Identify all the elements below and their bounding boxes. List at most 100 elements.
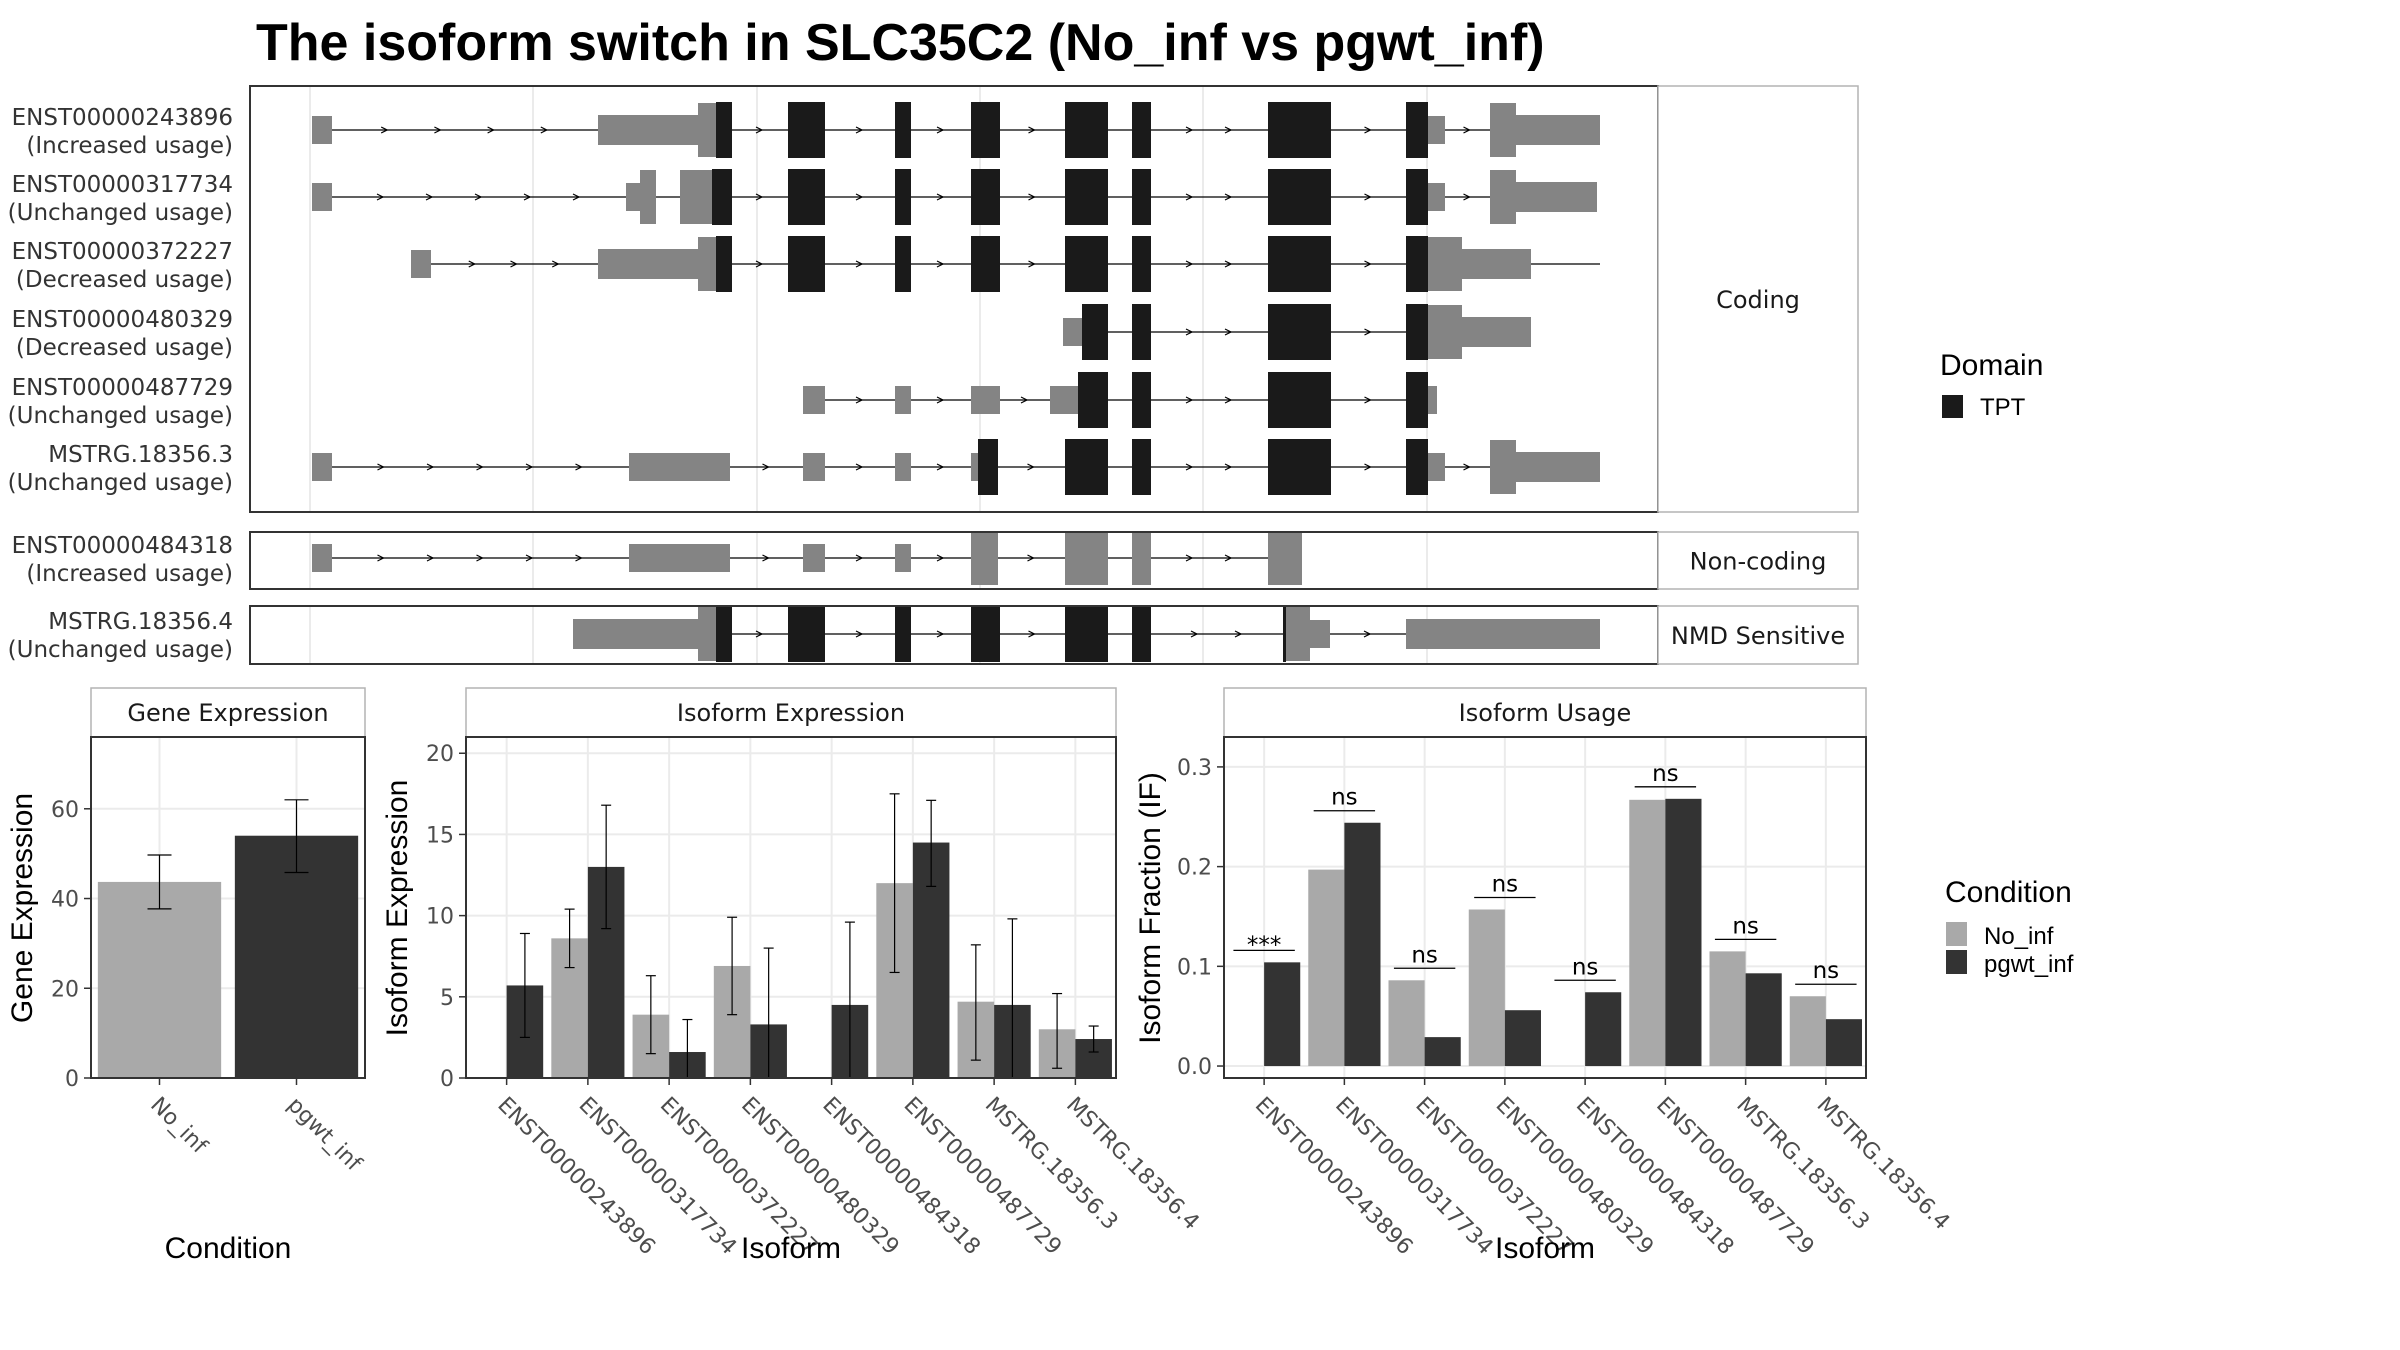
domain-block-tpt (788, 102, 825, 158)
isoform-usage-label: (Increased usage) (26, 133, 233, 159)
exon-block (803, 453, 825, 481)
intron-direction-arrow (855, 630, 864, 638)
chart-panel-border (90, 736, 366, 1079)
domain-block-tpt (1132, 102, 1151, 158)
domain-legend-title: Domain (1940, 349, 2043, 382)
bar-No_inf (1388, 980, 1425, 1067)
domain-block-tpt (1132, 606, 1151, 662)
y-tick-label: 0 (65, 1067, 79, 1092)
x-tick-label: ENST00000487729 (899, 1093, 1066, 1260)
bar-pgwt_inf (1585, 992, 1622, 1067)
exon-block (312, 183, 332, 211)
domain-block-tpt (1132, 372, 1151, 428)
intron-direction-arrow (1224, 260, 1233, 268)
isoform-usage-label: (Unchanged usage) (8, 200, 233, 226)
intron-direction-arrow (377, 463, 385, 471)
domain-block-tpt (1132, 304, 1151, 360)
domain-block-tpt (716, 102, 732, 158)
domain-block-tpt (1406, 372, 1428, 428)
exon-block (1132, 531, 1151, 585)
structure-facet-strip (1657, 531, 1859, 590)
exon-block (1310, 620, 1330, 648)
y-axis-title: Gene Expression (6, 793, 39, 1023)
y-tick-label: 10 (426, 905, 454, 930)
exon-block (1490, 170, 1516, 224)
x-axis-title: Condition (165, 1232, 292, 1265)
structure-panel-bg (250, 86, 1658, 512)
intron-direction-arrow (1028, 126, 1036, 134)
domain-legend: Domain TPT (1940, 349, 2043, 421)
exon-block (803, 386, 825, 414)
exon-block (698, 237, 716, 291)
intron-direction-arrow (525, 463, 534, 471)
domain-block-tpt (1065, 439, 1108, 495)
intron-direction-arrow (755, 193, 764, 201)
exon-block (895, 386, 911, 414)
intron-direction-arrow (1224, 463, 1233, 471)
condition-legend-title: Condition (1945, 876, 2072, 909)
y-tick-label: 0.2 (1177, 856, 1212, 881)
intron-direction-arrow (1463, 193, 1471, 201)
intron-direction-arrow (1028, 630, 1036, 638)
bar-pgwt_inf (1504, 1010, 1541, 1067)
intron-direction-arrow (1224, 328, 1233, 336)
domain-block-tpt (895, 169, 911, 225)
x-tick-label: ENST00000484318 (817, 1093, 984, 1260)
intron-direction-arrow (1185, 554, 1194, 562)
intron-direction-arrow (855, 554, 864, 562)
intron-direction-arrow (936, 463, 945, 471)
domain-block-tpt (1268, 102, 1331, 158)
intron-direction-arrow (855, 396, 864, 404)
isoform-id-label: ENST00000317734 (12, 172, 233, 198)
chart-strip (90, 687, 366, 738)
domain-block-tpt (1406, 304, 1428, 360)
intron-direction-arrow (1020, 396, 1029, 404)
domain-block-tpt (971, 169, 1000, 225)
domain-block-tpt (1268, 304, 1331, 360)
isoform-id-label: MSTRG.18356.3 (48, 442, 233, 468)
intron-direction-arrow (1364, 396, 1372, 404)
intron-direction-arrow (540, 126, 549, 134)
intron-direction-arrow (1185, 126, 1194, 134)
figure-title: The isoform switch in SLC35C2 (No_inf vs… (256, 14, 1545, 72)
exon-block (1286, 607, 1310, 661)
y-axis-title: Isoform Expression (381, 780, 414, 1037)
domain-block-tpt (1132, 439, 1151, 495)
exon-block (629, 544, 730, 572)
x-tick-label: MSTRG.18356.3 (1731, 1093, 1874, 1236)
domain-block-tpt (1065, 169, 1108, 225)
isoform-id-label: ENST00000487729 (12, 375, 233, 401)
intron-direction-arrow (1028, 260, 1036, 268)
intron-direction-arrow (1364, 260, 1372, 268)
exon-block (1428, 305, 1462, 359)
exon-block (1428, 386, 1437, 414)
intron-direction-arrow (855, 260, 864, 268)
domain-block-tpt (1268, 236, 1331, 292)
intron-direction-arrow (425, 193, 434, 201)
domain-block-tpt (716, 236, 732, 292)
exon-block (1428, 183, 1445, 211)
domain-block-tpt (1078, 372, 1108, 428)
intron-direction-arrow (855, 463, 864, 471)
bar-No_inf (1308, 869, 1345, 1067)
intron-direction-arrow (936, 554, 945, 562)
condition-legend-label: No_inf (1984, 923, 2054, 950)
bar-No_inf (97, 881, 222, 1078)
exon-block (971, 453, 978, 481)
chart-panel-border (1223, 736, 1867, 1079)
intron-direction-arrow (523, 193, 532, 201)
bar-pgwt_inf (1264, 962, 1301, 1067)
domain-block-tpt (1283, 606, 1286, 662)
intron-direction-arrow (377, 554, 385, 562)
intron-direction-arrow (1185, 193, 1194, 201)
exon-block (1516, 115, 1600, 145)
y-tick-label: 0.1 (1177, 955, 1212, 980)
intron-direction-arrow (572, 193, 581, 201)
domain-block-tpt (978, 439, 998, 495)
intron-direction-arrow (1364, 463, 1372, 471)
chart-panel-0: Gene Expression 0 20 40 60 No_inf pgwt_inf Gene… (6, 687, 367, 1265)
x-tick-label: MSTRG.18356.4 (1812, 1093, 1955, 1236)
intron-direction-arrow (426, 554, 435, 562)
bar-No_inf (1468, 909, 1505, 1067)
